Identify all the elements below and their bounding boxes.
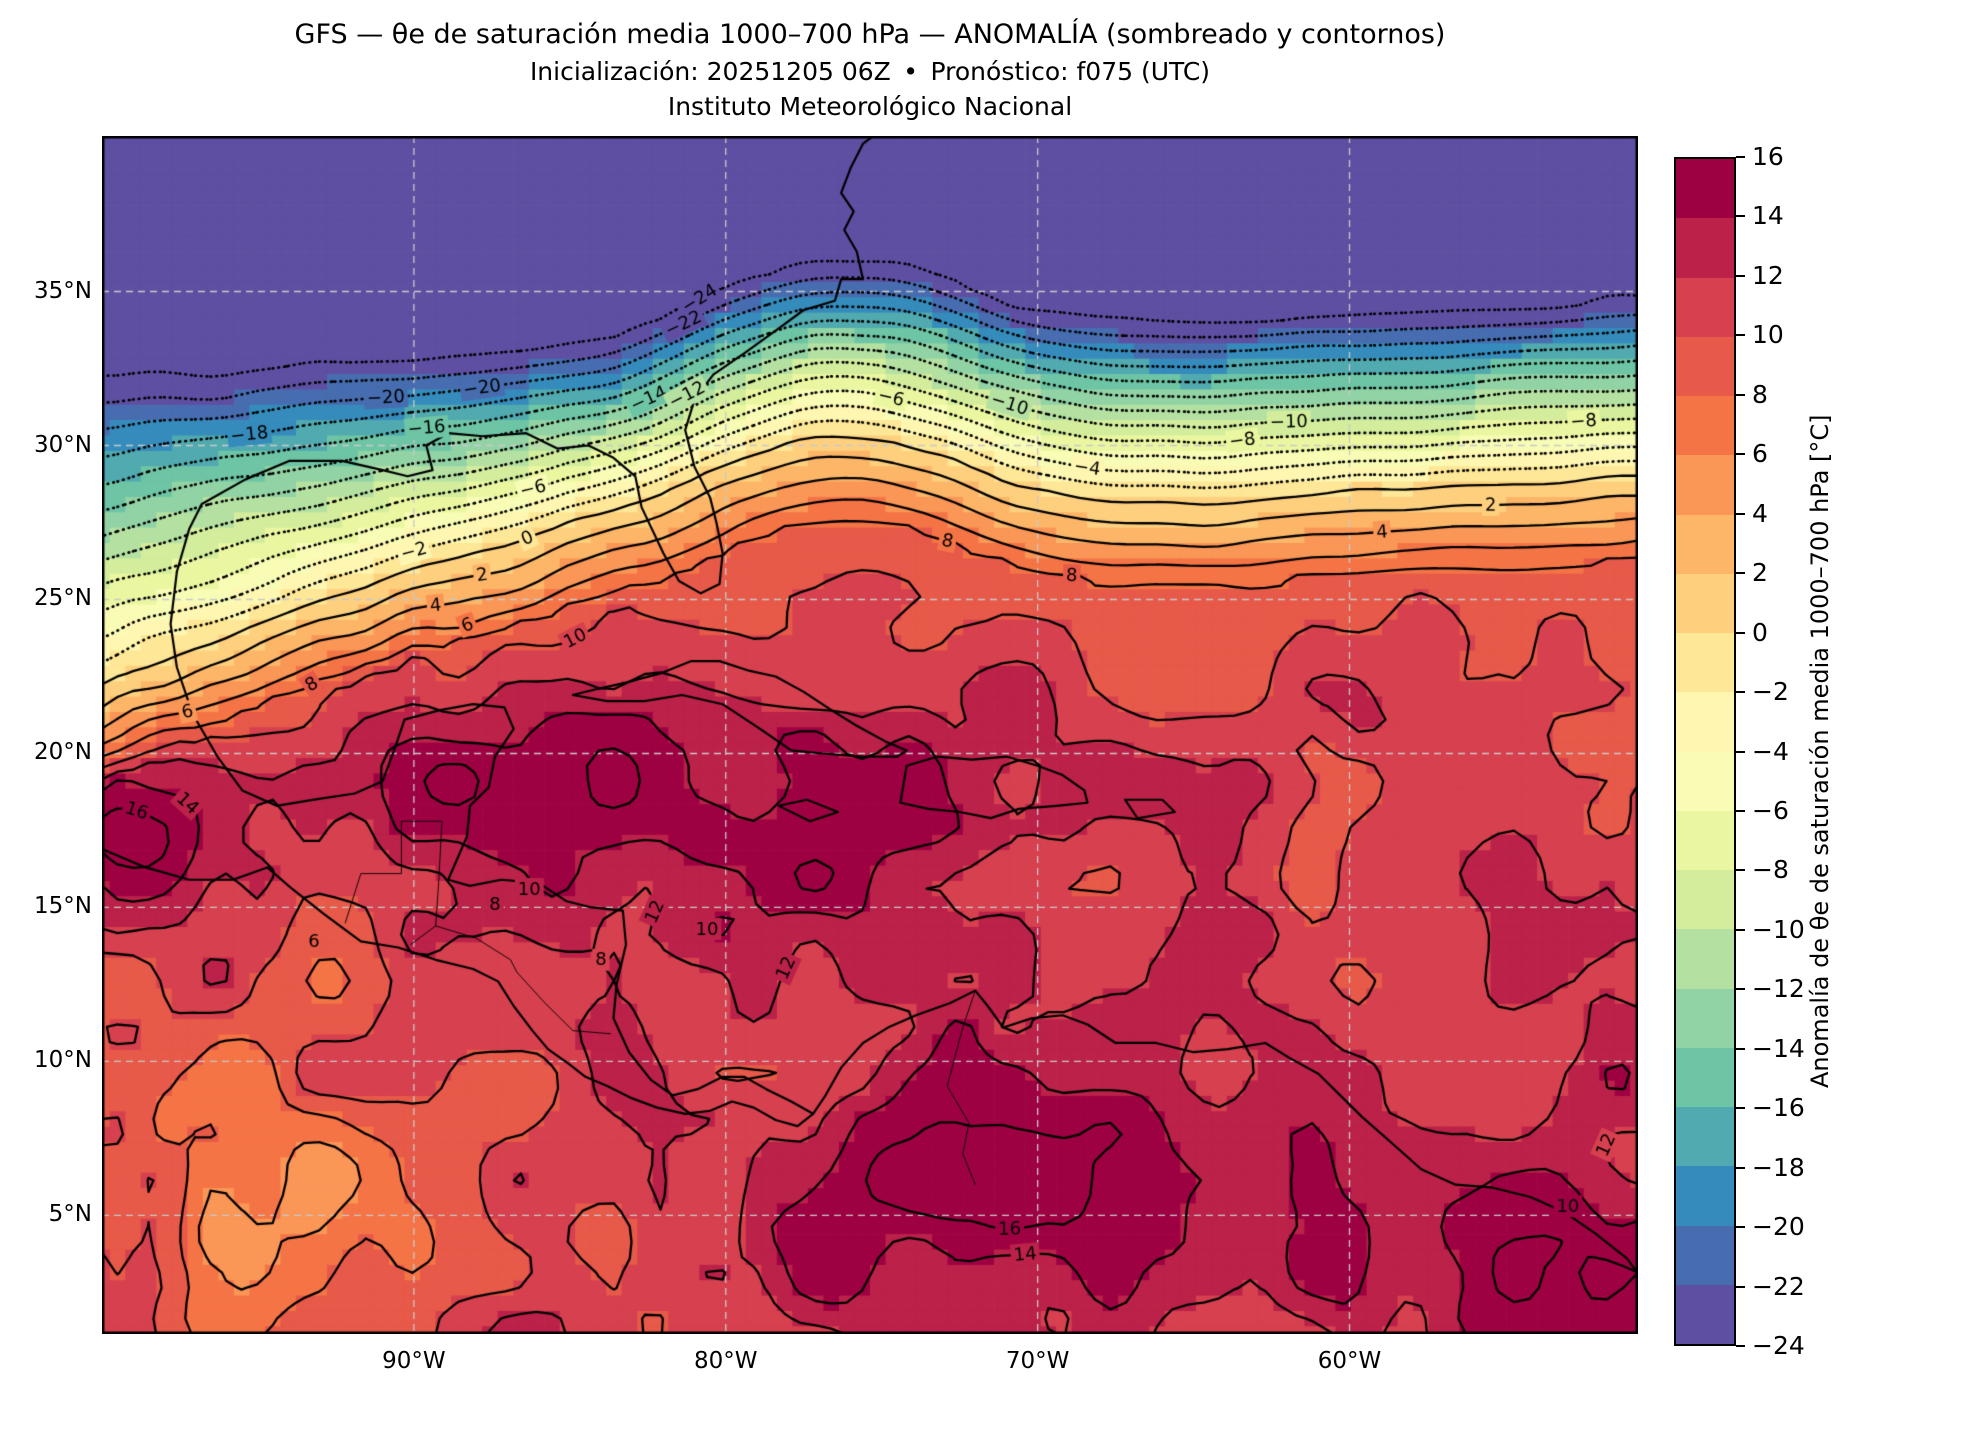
colorbar-tickmark <box>1736 512 1745 515</box>
colorbar-tickmark <box>1736 988 1745 991</box>
colorbar-tick-label: −18 <box>1752 1152 1805 1182</box>
institution-name: Instituto Meteorológico Nacional <box>667 91 1073 121</box>
colorbar-segment <box>1676 1107 1734 1167</box>
colorbar-segment <box>1676 810 1734 870</box>
x-tick-label: 60°W <box>1317 1348 1382 1374</box>
colorbar-segment <box>1676 159 1734 219</box>
colorbar-tickmark <box>1736 572 1745 575</box>
chart-subtitle: Inicialización: 20251205 06Z • Pronóstic… <box>529 56 1211 86</box>
y-tick-label: 35°N <box>34 277 92 304</box>
colorbar-tick-label: 4 <box>1752 498 1768 528</box>
colorbar-segment <box>1676 277 1734 337</box>
colorbar-tick-label: −20 <box>1752 1212 1805 1242</box>
chart-title: GFS — θe de saturación media 1000–700 hP… <box>294 19 1446 50</box>
colorbar-tickmark <box>1736 215 1745 218</box>
colorbar-segment <box>1676 1166 1734 1226</box>
x-tick-label: 80°W <box>693 1348 758 1374</box>
colorbar-tickmark <box>1736 928 1745 931</box>
colorbar-tickmark <box>1736 1226 1745 1229</box>
colorbar-tickmark <box>1736 869 1745 872</box>
colorbar-segment <box>1676 336 1734 396</box>
colorbar-segment <box>1676 1284 1734 1344</box>
colorbar-tick-label: 8 <box>1752 379 1768 409</box>
colorbar-tick-label: −6 <box>1752 795 1789 825</box>
y-tick-label: 25°N <box>34 585 92 612</box>
y-tick-label: 15°N <box>34 893 92 920</box>
y-tick-label: 5°N <box>48 1201 92 1228</box>
colorbar-tick-label: −8 <box>1752 855 1789 885</box>
colorbar-segment <box>1676 514 1734 574</box>
colorbar-tickmark <box>1736 750 1745 753</box>
colorbar-tick-label: −2 <box>1752 677 1789 707</box>
colorbar-segment <box>1676 988 1734 1048</box>
colorbar-tick-label: 12 <box>1752 260 1784 290</box>
colorbar-tickmark <box>1736 274 1745 277</box>
colorbar-tickmark <box>1736 631 1745 634</box>
colorbar <box>1674 157 1736 1346</box>
colorbar-tick-label: −14 <box>1752 1033 1805 1063</box>
colorbar-tick-label: 0 <box>1752 617 1768 647</box>
colorbar-tick-label: −12 <box>1752 974 1805 1004</box>
colorbar-tick-label: 10 <box>1752 320 1784 350</box>
colorbar-tickmark <box>1736 453 1745 456</box>
colorbar-tick-label: −24 <box>1752 1331 1805 1360</box>
colorbar-tickmark <box>1736 1166 1745 1169</box>
colorbar-tickmark <box>1736 1345 1745 1347</box>
colorbar-tickmark <box>1736 691 1745 694</box>
colorbar-tickmark <box>1736 156 1745 158</box>
colorbar-segment <box>1676 396 1734 456</box>
colorbar-tick-label: 14 <box>1752 201 1784 231</box>
y-tick-label: 10°N <box>34 1047 92 1074</box>
colorbar-segment <box>1676 633 1734 693</box>
y-tick-label: 30°N <box>34 431 92 458</box>
colorbar-segment <box>1676 1225 1734 1285</box>
colorbar-tickmark <box>1736 809 1745 812</box>
colorbar-tickmark <box>1736 334 1745 337</box>
colorbar-tickmark <box>1736 1107 1745 1110</box>
colorbar-tick-label: 2 <box>1752 558 1768 588</box>
colorbar-segment <box>1676 218 1734 278</box>
colorbar-tick-label: 6 <box>1752 439 1768 469</box>
colorbar-segment <box>1676 870 1734 930</box>
colorbar-label: Anomalía de θe de saturación media 1000–… <box>1806 414 1834 1089</box>
map-plot <box>102 136 1638 1334</box>
colorbar-segment <box>1676 929 1734 989</box>
colorbar-tickmark <box>1736 1047 1745 1050</box>
title-block: GFS — θe de saturación media 1000–700 hP… <box>102 18 1638 123</box>
colorbar-tick-label: −16 <box>1752 1093 1805 1123</box>
map-canvas <box>102 136 1638 1334</box>
colorbar-tick-label: −10 <box>1752 914 1805 944</box>
colorbar-segment <box>1676 573 1734 633</box>
colorbar-tickmark <box>1736 1285 1745 1288</box>
colorbar-tick-label: 16 <box>1752 142 1784 171</box>
x-tick-label: 90°W <box>382 1348 446 1374</box>
colorbar-segment <box>1676 455 1734 515</box>
x-tick-label: 70°W <box>1005 1348 1070 1374</box>
colorbar-segment <box>1676 751 1734 811</box>
colorbar-tick-label: −4 <box>1752 736 1789 766</box>
colorbar-tickmark <box>1736 393 1745 396</box>
colorbar-tick-label: −22 <box>1752 1271 1805 1301</box>
colorbar-segment <box>1676 692 1734 752</box>
y-tick-label: 20°N <box>34 739 92 766</box>
colorbar-segment <box>1676 1047 1734 1107</box>
